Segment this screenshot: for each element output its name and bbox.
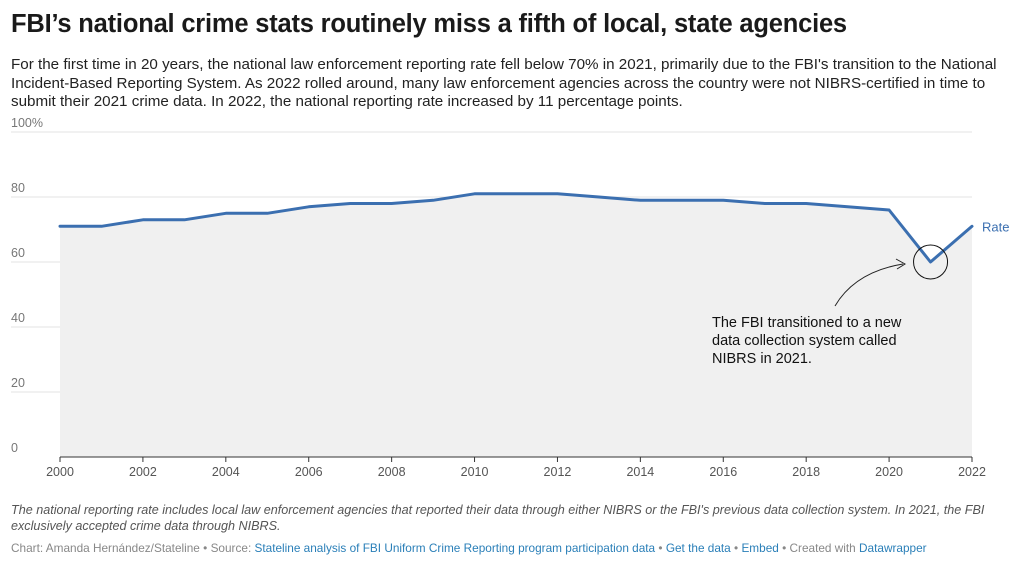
chart-footer: Chart: Amanda Hernández/Stateline • Sour… bbox=[11, 541, 927, 555]
rate-series-label: Rate bbox=[982, 219, 1009, 234]
annotation-highlight-circle bbox=[913, 244, 949, 280]
y-tick-label: 100% bbox=[11, 116, 43, 130]
annotation-arrow bbox=[834, 263, 904, 307]
x-tick-label: 2002 bbox=[129, 465, 157, 479]
y-tick-label: 60 bbox=[11, 246, 25, 260]
x-tick-label: 2014 bbox=[626, 465, 654, 479]
annotation-arrowhead bbox=[895, 258, 906, 270]
footer-separator: • bbox=[730, 541, 742, 555]
x-tick-label: 2006 bbox=[295, 465, 323, 479]
x-tick-label: 2012 bbox=[544, 465, 572, 479]
y-axis-ticks: 0 20 40 60 80 100% bbox=[11, 116, 43, 455]
x-tick-label: 2020 bbox=[875, 465, 903, 479]
annotation-line: NIBRS in 2021. bbox=[712, 351, 812, 367]
footer-separator: • bbox=[778, 541, 790, 555]
chart-notes: The national reporting rate includes loc… bbox=[11, 503, 985, 533]
x-tick-label: 2010 bbox=[461, 465, 489, 479]
footer-separator: • bbox=[655, 541, 666, 555]
get-data-link[interactable]: Get the data bbox=[665, 541, 731, 555]
chart-title: FBI’s national crime stats routinely mis… bbox=[11, 10, 847, 38]
annotation-line: The FBI transitioned to a new bbox=[712, 315, 902, 331]
y-tick-label: 80 bbox=[11, 181, 25, 195]
x-tick-label: 2022 bbox=[958, 465, 986, 479]
y-tick-label: 40 bbox=[11, 311, 25, 325]
x-tick-label: 2008 bbox=[378, 465, 406, 479]
rate-line bbox=[58, 192, 974, 264]
footer-separator: • bbox=[199, 541, 211, 555]
x-tick-label: 2000 bbox=[46, 465, 74, 479]
footer-credit: Chart: Amanda Hernández/Stateline bbox=[11, 541, 200, 555]
rate-area bbox=[60, 193, 972, 458]
x-tick-label: 2018 bbox=[792, 465, 820, 479]
datawrapper-link[interactable]: Datawrapper bbox=[859, 541, 927, 555]
x-axis-ticks: 2000 2002 2004 2006 2008 2010 2012 2014 2016 2018… bbox=[46, 457, 986, 479]
footer-created-with: Created with bbox=[789, 541, 856, 555]
footer-source-label: Source: bbox=[210, 541, 252, 555]
y-tick-label: 0 bbox=[11, 441, 18, 455]
y-tick-label: 20 bbox=[11, 376, 25, 390]
chart-subtitle: For the first time in 20 years, the nati… bbox=[11, 56, 997, 110]
source-link[interactable]: Stateline analysis of FBI Uniform Crime … bbox=[254, 541, 656, 555]
annotation-line: data collection system called bbox=[712, 333, 897, 349]
x-tick-label: 2004 bbox=[212, 465, 240, 479]
x-tick-label: 2016 bbox=[709, 465, 737, 479]
annotation-text: The FBI transitioned to a new data colle… bbox=[712, 315, 905, 367]
embed-link[interactable]: Embed bbox=[741, 541, 779, 555]
